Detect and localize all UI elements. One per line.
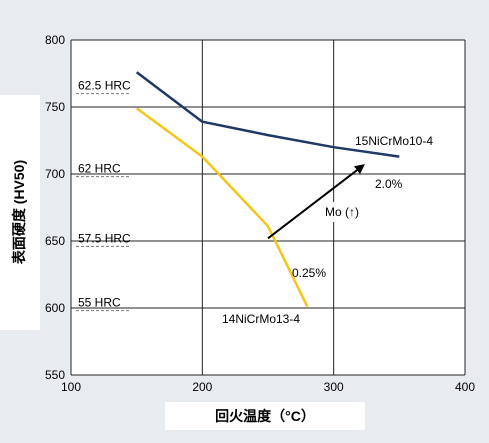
hrc-label: 62 HRC xyxy=(78,162,121,176)
y-tick-label: 550 xyxy=(45,368,65,382)
y-tick-label: 750 xyxy=(45,100,65,114)
mo-arrow xyxy=(267,164,365,240)
series-line xyxy=(135,107,309,308)
series-lines xyxy=(135,71,400,308)
y-tick-label: 650 xyxy=(45,234,65,248)
tick-labels: 550 600 650 700 750 800 100 200 300 400 xyxy=(45,33,475,394)
annotations: 15NiCrMo10-4 14NiCrMo13-4 Mo (↑) 0.25% 2.0% xyxy=(222,134,433,326)
x-tick-label: 100 xyxy=(61,380,81,394)
hrc-label: 55 HRC xyxy=(78,296,121,310)
x-tick-label: 300 xyxy=(324,380,344,394)
y-axis-title-band xyxy=(0,95,40,330)
mo-start-label: 0.25% xyxy=(292,266,326,280)
plot-area xyxy=(71,40,465,375)
x-axis-title-band xyxy=(165,402,365,430)
hrc-label: 62.5 HRC xyxy=(78,79,131,93)
series-label: 15NiCrMo10-4 xyxy=(355,134,433,148)
x-tick-label: 400 xyxy=(455,380,475,394)
mo-end-label: 2.0% xyxy=(375,177,403,191)
series-line xyxy=(135,71,400,158)
hrc-reference-lines: 62.5 HRC 62 HRC 57.5 HRC 55 HRC xyxy=(76,79,131,312)
mo-label-bg xyxy=(320,202,364,222)
x-axis-title: 回火温度（°C） xyxy=(215,408,315,424)
mo-label: Mo (↑) xyxy=(325,205,359,219)
series-label: 14NiCrMo13-4 xyxy=(222,312,300,326)
grid xyxy=(70,39,466,376)
y-tick-label: 800 xyxy=(45,33,65,47)
y-tick-label: 600 xyxy=(45,301,65,315)
hrc-label: 57.5 HRC xyxy=(78,231,131,245)
y-tick-label: 700 xyxy=(45,167,65,181)
y-axis-title: 表面硬度 (HV50) xyxy=(11,160,27,265)
x-tick-label: 200 xyxy=(192,380,212,394)
